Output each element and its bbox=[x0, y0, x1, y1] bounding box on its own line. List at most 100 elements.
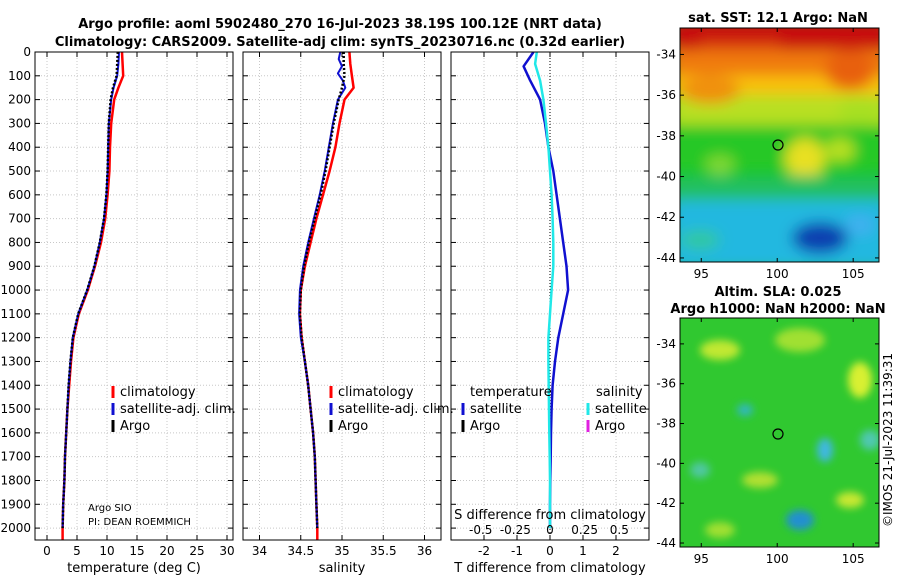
temperature-panel: 0100200300400500600700800900100011001200… bbox=[0, 45, 234, 576]
y-tick-label: 500 bbox=[8, 164, 31, 178]
difference-panel: -2 -1 0 1 2 T difference from climatology bbox=[450, 51, 650, 576]
sst-map-frame bbox=[679, 27, 880, 263]
s-diff-tick-label: 0.25 bbox=[571, 523, 598, 537]
sst-float-marker bbox=[772, 139, 784, 151]
argo-institution-note: Argo SIO bbox=[88, 503, 132, 514]
x-tick-label: 1 bbox=[579, 544, 587, 558]
series-group bbox=[61, 52, 125, 540]
sla-map-title-2: Argo h1000: NaN h2000: NaN bbox=[670, 302, 885, 317]
series-line-s-satellite bbox=[533, 52, 555, 529]
y-tick-label: 1700 bbox=[0, 450, 31, 464]
sla-map-ticks: -34 -36 -38 -40 -42 -44 95 100 105 bbox=[656, 318, 879, 566]
y-tick-label: 800 bbox=[8, 235, 31, 249]
title-line-1: Argo profile: aoml 5902480_270 16-Jul-20… bbox=[78, 17, 602, 32]
legend-label-s-satellite: satellite bbox=[595, 402, 647, 417]
series-line-climatology bbox=[61, 52, 125, 540]
s-diff-tick-label: 0.5 bbox=[610, 523, 629, 537]
legend-label-t-satellite: satellite bbox=[470, 402, 522, 417]
legend-label-s-argo: Argo bbox=[595, 419, 625, 434]
legend-label-climatology: climatology bbox=[120, 385, 196, 400]
legend-label-t-argo: Argo bbox=[470, 419, 500, 434]
y-tick-label: 0 bbox=[23, 45, 31, 59]
map-y-tick-label: -38 bbox=[656, 417, 676, 431]
map-y-tick-label: -42 bbox=[656, 496, 676, 510]
x-tick-label: 34 bbox=[252, 544, 267, 558]
x-tick-label: 36 bbox=[417, 544, 432, 558]
y-tick-label: 100 bbox=[8, 69, 31, 83]
x-axis-label: salinity bbox=[319, 561, 366, 576]
series-line-argo bbox=[298, 52, 346, 529]
salinity-legend: climatology satellite-adj. clim. Argo bbox=[329, 385, 454, 434]
x-tick-label: 5 bbox=[73, 544, 81, 558]
map-y-tick-label: -44 bbox=[656, 536, 676, 550]
x-axis-label: T difference from climatology bbox=[453, 561, 646, 576]
series-group bbox=[298, 52, 355, 540]
y-tick-label: 700 bbox=[8, 212, 31, 226]
x-tick-label: 34.5 bbox=[287, 544, 314, 558]
panel-frame bbox=[34, 51, 234, 541]
y-tick-label: 2000 bbox=[0, 521, 31, 535]
y-tick-label: 1200 bbox=[0, 331, 31, 345]
x-tick-label: 0 bbox=[546, 544, 554, 558]
map-y-tick-label: -40 bbox=[656, 456, 676, 470]
s-diff-tick-label: 0 bbox=[546, 523, 554, 537]
map-x-tick-label: 100 bbox=[766, 267, 789, 281]
difference-legend: temperature satellite Argo salinity sate… bbox=[461, 385, 647, 434]
legend-label-satellite: satellite-adj. clim. bbox=[338, 402, 454, 417]
legend-title-temperature: temperature bbox=[470, 385, 552, 400]
s-difference-ticks: -0.5 -0.25 0 0.25 0.5 bbox=[469, 523, 629, 537]
y-tick-label: 900 bbox=[8, 259, 31, 273]
y-tick-label: 1000 bbox=[0, 283, 31, 297]
series-group bbox=[522, 52, 570, 529]
y-tick-label: 1400 bbox=[0, 378, 31, 392]
x-tick-label: 10 bbox=[99, 544, 114, 558]
map-x-tick-label: 95 bbox=[694, 267, 709, 281]
map-y-tick-label: -34 bbox=[656, 47, 676, 61]
x-tick-label: 20 bbox=[159, 544, 174, 558]
y-tick-label: 1900 bbox=[0, 497, 31, 511]
temperature-legend: climatology satellite-adj. clim. Argo bbox=[111, 385, 236, 434]
map-y-tick-label: -34 bbox=[656, 337, 676, 351]
legend-label-satellite: satellite-adj. clim. bbox=[120, 402, 236, 417]
sst-map-ticks: -34 -36 -38 -40 -42 -44 95 100 105 bbox=[656, 28, 879, 281]
x-tick-label: 15 bbox=[129, 544, 144, 558]
x-tick-label: 2 bbox=[612, 544, 620, 558]
legend-title-salinity: salinity bbox=[596, 385, 643, 400]
salinity-panel: 34 34.5 35 35.5 36 salinity bbox=[242, 51, 442, 576]
sla-map-title-1: Altim. SLA: 0.025 bbox=[715, 285, 842, 300]
x-tick-label: 35 bbox=[334, 544, 349, 558]
y-tick-label: 1600 bbox=[0, 426, 31, 440]
y-tick-label: 1300 bbox=[0, 354, 31, 368]
map-x-tick-label: 100 bbox=[766, 552, 789, 566]
map-y-tick-label: -44 bbox=[656, 251, 676, 265]
x-tick-label: 35.5 bbox=[370, 544, 397, 558]
legend-label-argo: Argo bbox=[120, 419, 150, 434]
map-x-tick-label: 105 bbox=[842, 552, 865, 566]
y-tick-label: 600 bbox=[8, 188, 31, 202]
sst-map-title: sat. SST: 12.1 Argo: NaN bbox=[688, 11, 868, 26]
imos-stamp: ©IMOS 21-Jul-2023 11:39:31 bbox=[881, 353, 895, 527]
y-tick-label: 1100 bbox=[0, 307, 31, 321]
s-diff-tick-label: -0.5 bbox=[469, 523, 492, 537]
x-tick-label: -2 bbox=[478, 544, 490, 558]
s-diff-tick-label: -0.25 bbox=[500, 523, 531, 537]
map-y-tick-label: -38 bbox=[656, 129, 676, 143]
argo-pi-note: PI: DEAN ROEMMICH bbox=[88, 517, 191, 528]
x-tick-label: 30 bbox=[219, 544, 234, 558]
x-tick-label: 0 bbox=[43, 544, 51, 558]
sla-float-marker bbox=[772, 428, 784, 440]
map-x-tick-label: 95 bbox=[694, 552, 709, 566]
legend-label-climatology: climatology bbox=[338, 385, 414, 400]
y-tick-label: 1500 bbox=[0, 402, 31, 416]
map-y-tick-label: -42 bbox=[656, 210, 676, 224]
sla-map-frame bbox=[679, 317, 880, 548]
map-x-tick-label: 105 bbox=[842, 267, 865, 281]
series-line-argo bbox=[61, 52, 120, 529]
title-line-2: Climatology: CARS2009. Satellite-adj cli… bbox=[55, 35, 625, 50]
y-tick-label: 1800 bbox=[0, 473, 31, 487]
map-y-tick-label: -40 bbox=[656, 170, 676, 184]
y-tick-label: 200 bbox=[8, 93, 31, 107]
series-line-t-satellite bbox=[522, 52, 570, 529]
series-line-climatology bbox=[298, 52, 355, 540]
